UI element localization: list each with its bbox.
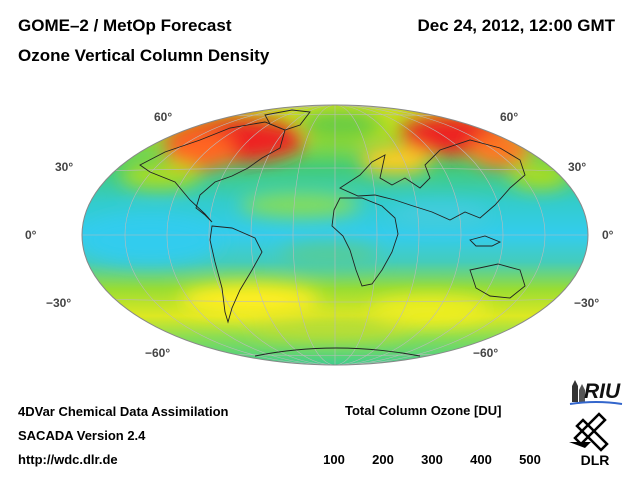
method-label: 4DVar Chemical Data Assimilation — [18, 404, 229, 419]
colorbar-tick-100: 100 — [323, 452, 345, 467]
coastlines — [139, 109, 526, 357]
colorbar-tick-500: 500 — [519, 452, 541, 467]
lat-label-30s-left: −30° — [46, 296, 72, 310]
lat-label-60n-left: 60° — [154, 110, 173, 124]
riu-logo: RIU — [569, 380, 623, 405]
lat-label-30s-right: −30° — [574, 296, 600, 310]
forecast-datetime: Dec 24, 2012, 12:00 GMT — [417, 16, 615, 35]
riu-logo-text: RIU — [584, 380, 621, 403]
version-label: SACADA Version 2.4 — [18, 428, 146, 443]
colorbar-title: Total Column Ozone [DU] — [345, 403, 502, 418]
globe-outline — [81, 104, 589, 366]
ozone-field — [82, 105, 588, 365]
ozone-map — [81, 104, 589, 366]
colorbar-tick-400: 400 — [470, 452, 492, 467]
lat-label-30n-left: 30° — [55, 160, 74, 174]
graticule — [82, 105, 588, 365]
lat-label-60n-right: 60° — [500, 110, 519, 124]
dlr-logo: DLR — [569, 412, 610, 468]
lat-label-0-left: 0° — [25, 228, 37, 242]
lat-label-30n-right: 30° — [568, 160, 587, 174]
map-title: GOME–2 / MetOp Forecast — [18, 16, 232, 35]
map-subtitle: Ozone Vertical Column Density — [18, 46, 270, 65]
lat-label-0-right: 0° — [602, 228, 614, 242]
dlr-logo-text: DLR — [581, 452, 610, 468]
lat-label-60s-right: −60° — [473, 346, 499, 360]
colorbar-tick-300: 300 — [421, 452, 443, 467]
colorbar-tick-200: 200 — [372, 452, 394, 467]
source-url: http://wdc.dlr.de — [18, 452, 118, 467]
lat-label-60s-left: −60° — [145, 346, 171, 360]
